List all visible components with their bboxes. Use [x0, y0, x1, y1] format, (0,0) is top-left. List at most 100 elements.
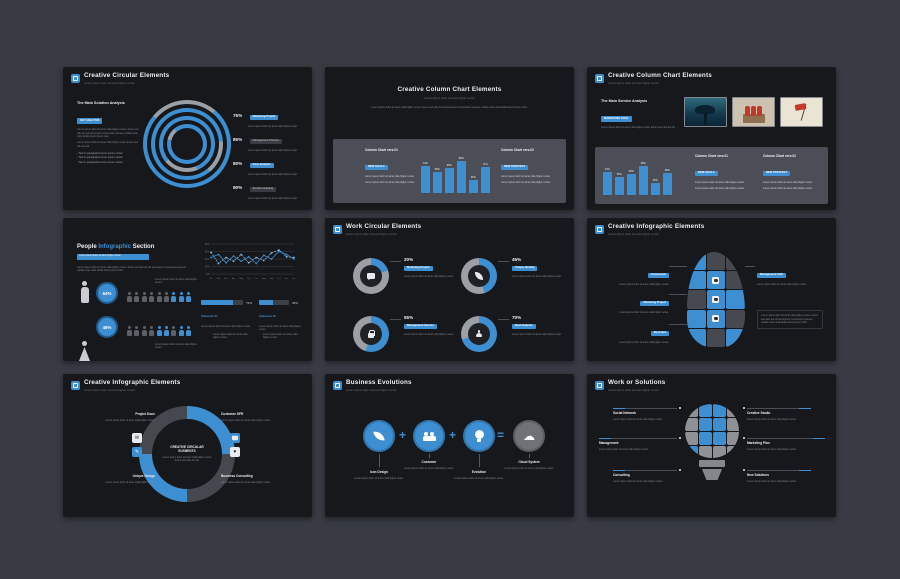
- step-label-block: Cloud System Lorem ipsum dolor sit amet …: [499, 460, 559, 470]
- donut-badge: Unique Identity: [512, 266, 538, 272]
- pencil-icon: ✎: [134, 448, 140, 455]
- connector-line: [379, 454, 380, 467]
- step-circle-costumer: [413, 420, 445, 452]
- stat-badge: Easy Analysis: [249, 162, 274, 169]
- callout-heading: Management: [599, 441, 619, 445]
- bulb-tile-grid: [685, 404, 739, 458]
- svg-text:Aug: Aug: [262, 277, 267, 280]
- slide-title: Creative Circular Elements: [84, 72, 170, 79]
- head-callout-left: Marketing Project Lorem ipsum dolor sit …: [601, 290, 669, 314]
- stat-percent: 75%: [233, 113, 243, 118]
- mail-icon-square: ✉: [132, 433, 142, 443]
- slide-work-circular[interactable]: Work Circular Elements Lorem ipsum dolor…: [325, 218, 574, 361]
- camera-tile: [706, 290, 726, 309]
- step-text: Lorem ipsum dolor sit amet nulla higher …: [504, 466, 554, 470]
- column-text: Lorem ipsum dolor sit amet nulla higher …: [763, 186, 813, 190]
- donut-widget: 20% Marketing Project Lorem ipsum dolor …: [353, 252, 465, 304]
- callout-badge: Marketing Project: [640, 300, 669, 307]
- stat-row: 80% Easy Analysis Lorem ipsum dolor sit …: [233, 152, 305, 176]
- person-icon: [171, 292, 177, 302]
- ring-center: [171, 128, 203, 160]
- bulb-callout-right: New Solutions Lorem ipsum dolor sit amet…: [743, 469, 811, 483]
- slide-column-chart-1[interactable]: Creative Column Chart Elements Lorem ips…: [325, 67, 574, 210]
- person-icon: [149, 326, 155, 336]
- ring-center: CREATIVE CIRCULAR ELEMENTS Lorem ipsum d…: [152, 419, 222, 489]
- chart-panel: Column Chart vers.01 NEW GOALS Lorem ips…: [333, 139, 566, 203]
- bar-value: 58%: [434, 167, 440, 171]
- callout-heading: Marketing Plan: [747, 441, 770, 445]
- callout-text: Lorem ipsum dolor sit amet nulla higher …: [599, 447, 649, 451]
- column-text-2: Column Chart vers.02 NEW STRATEGY Lorem …: [501, 148, 559, 184]
- svg-text:Oct: Oct: [277, 277, 281, 280]
- callout-dot: [743, 407, 746, 410]
- slide-business-evolutions[interactable]: Business Evolutions Lorem ipsum dolor si…: [325, 374, 574, 517]
- grid-tile: [706, 328, 726, 347]
- slide-title: Business Evolutions: [346, 379, 412, 386]
- slide-subtitle: Lorem ipsum dolor sit amet higher center: [84, 80, 135, 85]
- bulb-callout-left: Management Lorem ipsum dolor sit amet nu…: [599, 437, 681, 451]
- grid-tile: [687, 271, 706, 290]
- callout-text: Lorem ipsum dolor sit amet nulla higher …: [619, 340, 669, 344]
- slide-big-donut[interactable]: Creative Infographic Elements Lorem ipsu…: [63, 374, 312, 517]
- grid-tile: [685, 445, 699, 458]
- stat-badge: Service Including: [249, 186, 277, 193]
- grid-tile: [687, 328, 706, 347]
- step-label: Costumer: [421, 460, 437, 464]
- svg-text:40%: 40%: [205, 258, 211, 261]
- callout-heading: Consulting: [613, 473, 630, 477]
- stat-badge: Marketing Project: [249, 114, 279, 121]
- slide-subtitle: Lorem ipsum dolor sit amet higher center: [608, 231, 659, 236]
- slide-creative-circular[interactable]: Creative Circular Elements Lorem ipsum d…: [63, 67, 312, 210]
- svg-text:Sep: Sep: [270, 278, 275, 280]
- grid-tile: [726, 252, 745, 271]
- key-analysis-badge: KEY ANALYSIS: [77, 118, 103, 124]
- chat-icon-square: [230, 433, 240, 443]
- b ulb-base: [702, 469, 722, 480]
- head-silhouette: [687, 252, 745, 348]
- corner-label-bl: Unique Design Lorem ipsum dolor sit amet…: [99, 474, 161, 484]
- bulb-shape: [685, 404, 739, 458]
- intro-text: Lorem ipsum dolor sit amet nulla higher …: [371, 105, 528, 109]
- callout-tick: [613, 469, 625, 471]
- callout-line: [745, 266, 755, 267]
- slide-header-icon: [71, 74, 80, 83]
- callout-tick: [799, 469, 811, 471]
- step-label: Cloud System: [518, 460, 540, 464]
- grid-tile: [712, 417, 727, 432]
- svg-text:Nov: Nov: [285, 278, 290, 280]
- column-badge: NEW STRATEGY: [501, 164, 529, 171]
- donut-chart-20: [353, 258, 389, 294]
- person-icon: [163, 326, 169, 336]
- callout-dot: [743, 469, 746, 472]
- column-heading: Column Chart vers.01: [365, 148, 398, 152]
- photo-strip: [684, 97, 823, 127]
- column-text: Lorem ipsum dolor sit amet nulla higher …: [695, 180, 745, 184]
- cloud-icon: ☁: [523, 429, 535, 443]
- slide-work-solutions[interactable]: Work or Solutions Lorem ipsum dolor sit …: [587, 374, 836, 517]
- grid-tile: [712, 445, 727, 458]
- leaf-icon: [373, 430, 385, 442]
- heart-icon-square: ♥: [230, 447, 240, 457]
- callout-text: Lorem ipsum dolor sit amet nulla higher …: [613, 479, 663, 483]
- callout-heading: Creative Studio: [747, 411, 771, 415]
- bar-column: 68% 06: [662, 169, 672, 198]
- slide-column-chart-2[interactable]: Creative Column Chart Elements Lorem ips…: [587, 67, 836, 210]
- title-part-accent: Infographic: [98, 244, 133, 250]
- photo-underwater-tree: [684, 97, 727, 127]
- bar: [662, 172, 672, 195]
- donut-percent: 55%: [404, 315, 414, 320]
- donut-widget: 70% Best Analysis Lorem ipsum dolor sit …: [461, 310, 573, 362]
- percent-circle: 64%: [96, 282, 118, 304]
- callout-text: Lorem ipsum dolor sit amet nulla higher …: [747, 417, 797, 421]
- grid-tile: [698, 404, 713, 418]
- bulb-callout-left: Social Network Lorem ipsum dolor sit ame…: [613, 407, 681, 421]
- svg-text:0%: 0%: [206, 273, 210, 276]
- bar: [650, 183, 660, 195]
- stat-row: 90% Service Including Lorem ipsum dolor …: [233, 176, 305, 200]
- person-icon: [127, 326, 132, 336]
- person-icon: [171, 326, 177, 336]
- slide-head-infographic[interactable]: Creative Infographic Elements Lorem ipsu…: [587, 218, 836, 361]
- column-badge: NEW STRATEGY: [763, 170, 791, 177]
- callout-line: [747, 470, 811, 471]
- slide-people-infographic[interactable]: People Infographic Section Lorem ipsum d…: [63, 218, 312, 361]
